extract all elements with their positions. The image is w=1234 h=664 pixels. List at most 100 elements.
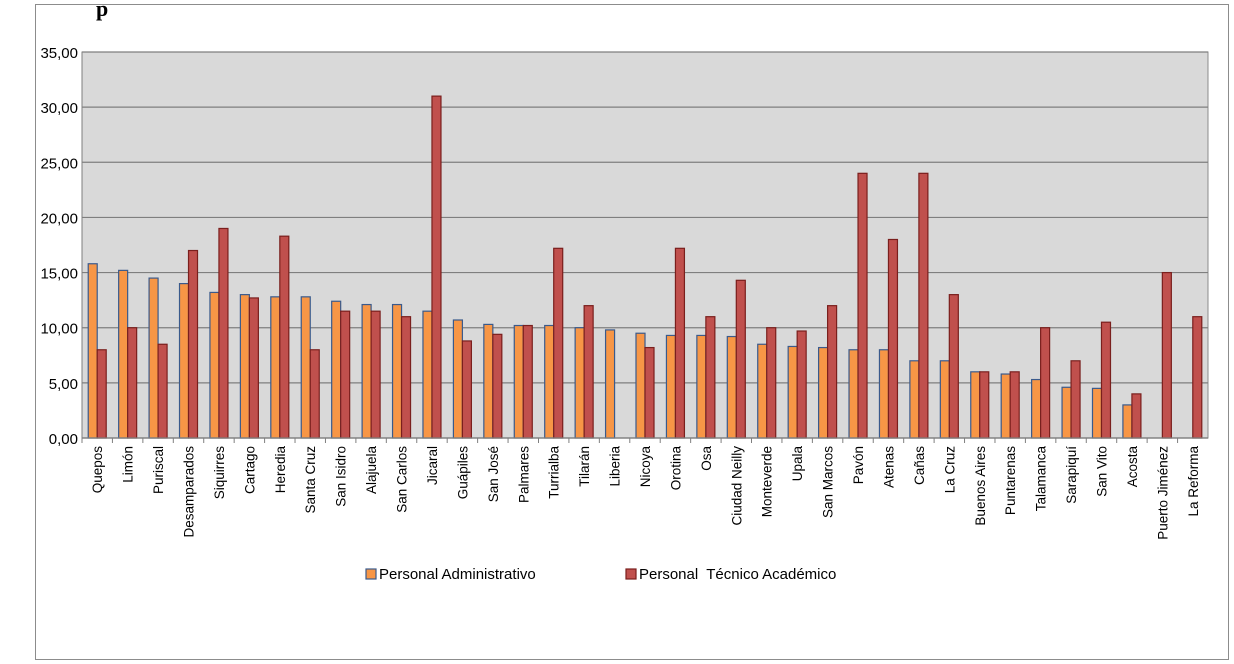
bar-tecnico-academico [735,279,746,439]
x-tick-label: Heredia [273,446,288,494]
legend-label: Personal Administrativo [379,566,536,583]
bar-tecnico-academico [826,305,838,439]
bar-tecnico-academico [461,340,473,439]
y-tick-label: 20,00 [40,210,78,227]
x-tick-label: Puntarenas [1003,446,1018,515]
bar-administrativo [848,349,859,439]
bar-administrativo [148,277,159,439]
bar-administrativo [361,303,372,439]
bar-tecnico-academico [1161,271,1172,439]
bar-administrativo [1122,404,1133,439]
x-tick-label: Cartago [242,446,257,494]
bar-tecnico-academico [583,305,594,439]
bar-tecnico-academico [492,333,503,439]
x-tick-label: Liberia [608,446,623,487]
x-tick-label: La Cruz [942,446,957,494]
bar-tecnico-academico [522,324,533,439]
x-tick-label: Cañas [912,446,927,485]
bar-administrativo [970,371,981,439]
legend-swatch [625,568,637,580]
bar-administrativo [757,343,768,439]
bar-tecnico-academico [279,235,290,439]
bar-administrativo [209,291,220,439]
bar-tecnico-academico [248,297,259,439]
page-title-fragment: p [96,0,109,21]
legend-label: Personal Técnico Académico [639,566,836,583]
bar-administrativo [787,345,798,439]
bar-administrativo [239,294,250,439]
x-tick-label: Orotina [668,446,683,491]
bar-tecnico-academico [705,316,716,439]
y-tick-label: 25,00 [40,155,78,172]
bar-administrativo [513,324,524,439]
bar-tecnico-academico [1009,371,1020,439]
bar-tecnico-academico [979,371,990,439]
x-tick-label: Turrialba [547,446,562,499]
x-tick-label: Desamparados [182,446,197,538]
bar-administrativo [300,296,311,439]
x-tick-label: Guápiles [455,446,470,500]
bar-administrativo [604,329,616,439]
x-tick-label: La Reforma [1186,446,1201,517]
bar-administrativo [87,263,98,439]
bar-tecnico-academico [431,95,442,439]
bar-tecnico-academico [948,294,959,439]
bar-administrativo [939,360,950,439]
x-tick-label: Alajuela [364,446,379,495]
x-tick-label: Pavón [851,446,866,484]
x-tick-label: Tilarán [577,446,592,487]
x-tick-label: Monteverde [760,446,775,517]
bar-administrativo [391,303,403,439]
x-tick-label: Sarapiquí [1064,446,1079,504]
bar-administrativo [1031,378,1042,439]
x-tick-label: Puriscal [151,446,166,494]
bar-administrativo [1000,373,1011,439]
bar-administrativo [118,269,129,439]
bar-tecnico-academico [400,316,412,439]
y-tick-label: 10,00 [40,321,78,338]
y-tick-label: 35,00 [40,45,78,62]
bar-tecnico-academico [887,238,899,439]
bar-administrativo [1061,386,1072,439]
x-tick-label: Atenas [881,446,896,488]
x-tick-label: Upala [790,446,805,482]
x-tick-label: Limón [121,446,136,483]
y-tick-label: 30,00 [40,100,78,117]
bar-tecnico-academico [553,247,564,439]
bar-administrativo [270,296,281,439]
x-tick-label: Siquirres [212,446,227,500]
bar-administrativo [544,324,555,439]
x-tick-label: Talamanca [1034,446,1049,512]
x-tick-label: San José [486,446,501,502]
legend-swatch [365,568,377,580]
bar-tecnico-academico [1192,316,1203,439]
bar-tecnico-academico [644,346,655,439]
x-tick-label: Nicoya [638,446,653,488]
bar-tecnico-academico [1100,321,1112,439]
bar-tecnico-academico [857,172,868,439]
legend: Personal Administrativo Personal Técnico … [365,566,836,583]
bar-administrativo [331,300,342,439]
x-tick-label: Puerto Jiménez [1155,446,1170,540]
x-tick-label: San Vito [1094,446,1109,497]
x-tick-label: Buenos Aires [973,446,988,526]
bar-administrativo [574,327,585,439]
x-tick-label: Santa Cruz [303,446,318,514]
bar-tecnico-academico [187,249,199,439]
bar-administrativo [422,310,433,439]
bar-tecnico-academico [674,247,686,439]
bar-tecnico-academico [370,310,381,439]
bar-tecnico-academico [96,349,107,439]
x-tick-label: Palmares [516,446,531,503]
y-tick-label: 0,00 [49,431,78,448]
bar-administrativo [483,323,494,439]
x-tick-label: Acosta [1125,446,1140,488]
bar-administrativo [452,319,464,439]
bar-tecnico-academico [218,227,229,439]
bar-tecnico-academico [340,310,351,439]
bar-tecnico-academico [157,343,168,439]
bar-tecnico-academico [1040,327,1051,439]
x-tick-label: San Marcos [821,446,836,518]
bar-administrativo [817,346,829,439]
